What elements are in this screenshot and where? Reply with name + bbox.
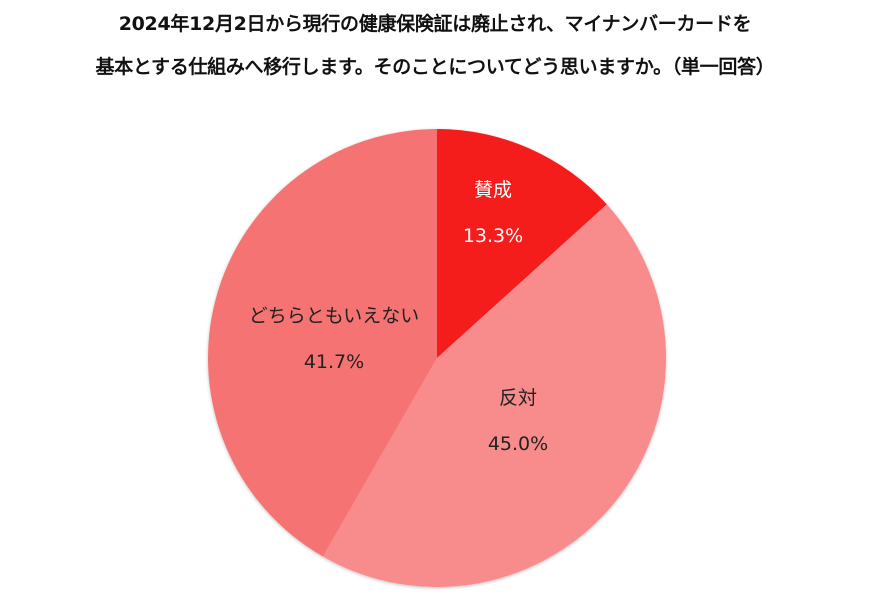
slice-neutral: [207, 128, 437, 557]
slice-approve-value: 13.3%: [463, 225, 523, 247]
chart-title-line-1: 2024年12月2日から現行の健康保険証は廃止され、マイナンバーカードを: [118, 13, 752, 35]
slice-neutral-label: どちらともいえない: [249, 305, 420, 327]
slice-approve: [437, 129, 607, 358]
slice-oppose-value: 45.0%: [488, 433, 548, 455]
slice-neutral-value: 41.7%: [304, 351, 364, 373]
chart-title-line-2: 基本とする仕組みへ移行します。そのことについてどう思いますか。（単一回答）: [95, 56, 775, 78]
slice-approve-label: 賛成: [474, 179, 512, 201]
slice-oppose-label: 反対: [499, 387, 537, 409]
slice-oppose: [322, 204, 667, 588]
